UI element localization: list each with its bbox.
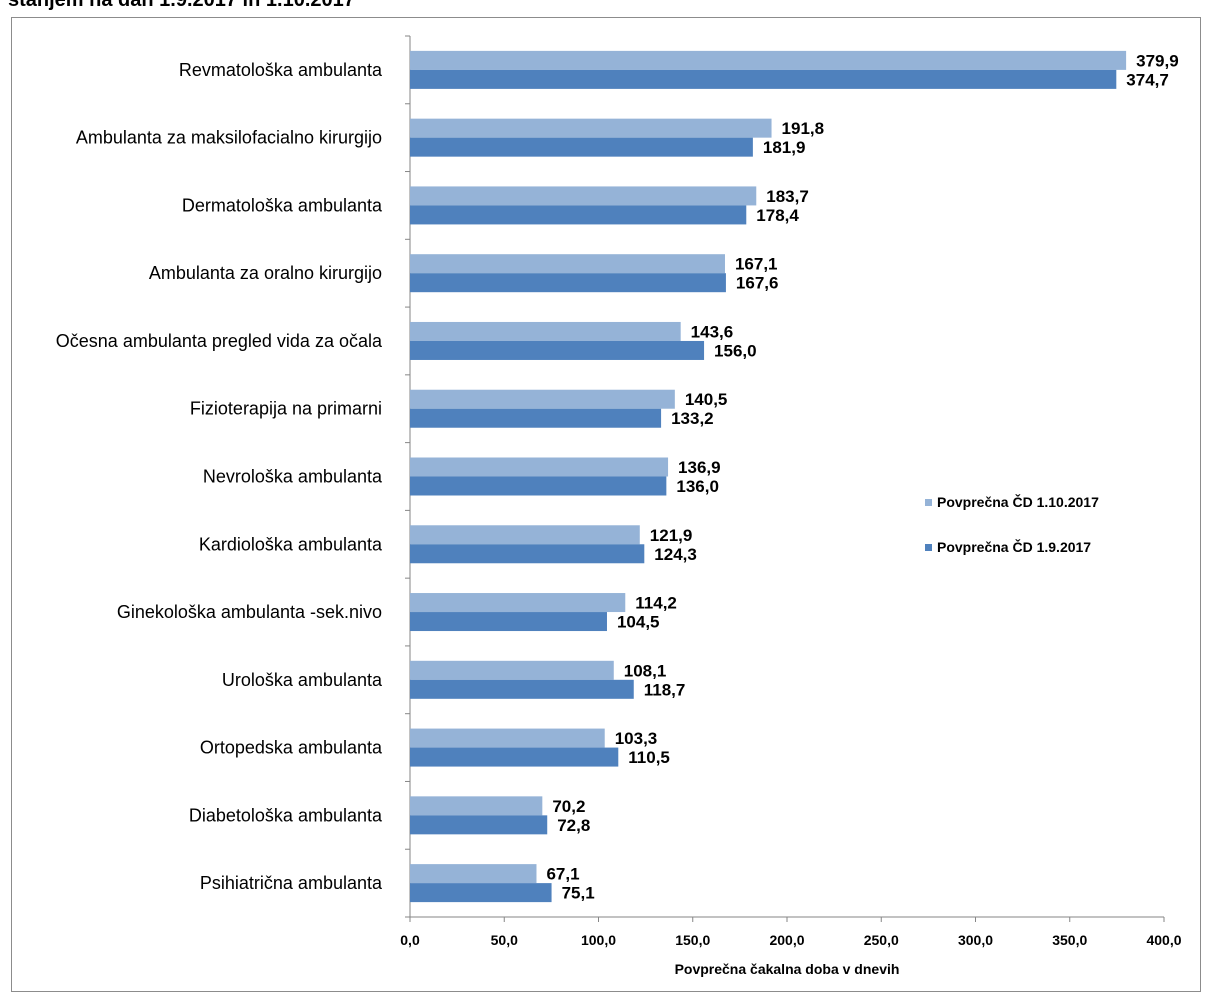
category-label: Ambulanta za maksilofacialno kirurgijo — [76, 128, 382, 148]
x-tick-label: 200,0 — [769, 932, 804, 948]
x-axis-title: Povprečna čakalna doba v dnevih — [675, 961, 900, 977]
bar — [410, 457, 669, 477]
data-label: 178,4 — [756, 206, 799, 225]
bar — [410, 137, 753, 157]
data-label: 136,9 — [678, 458, 721, 477]
bar — [410, 883, 552, 903]
category-label: Ortopedska ambulanta — [200, 738, 383, 758]
x-tick-label: 250,0 — [864, 932, 899, 948]
category-label: Kardiološka ambulanta — [199, 534, 383, 554]
data-label: 72,8 — [557, 816, 590, 835]
data-label: 140,5 — [685, 390, 728, 409]
legend-swatch — [925, 499, 932, 506]
bar — [410, 186, 757, 206]
data-label: 136,0 — [676, 477, 719, 496]
category-label: Ambulanta za oralno kirurgijo — [149, 263, 382, 283]
data-label: 75,1 — [562, 884, 595, 903]
data-label: 70,2 — [552, 797, 585, 816]
bar — [410, 525, 640, 545]
category-label: Ginekološka ambulanta -sek.nivo — [117, 602, 382, 622]
data-label: 104,5 — [617, 613, 660, 632]
x-tick-label: 0,0 — [400, 932, 420, 948]
bar — [410, 612, 607, 632]
data-label: 114,2 — [635, 594, 677, 613]
data-label: 133,2 — [671, 409, 714, 428]
bar — [410, 796, 543, 816]
data-label: 118,7 — [644, 680, 686, 699]
data-label: 143,6 — [691, 322, 734, 341]
x-tick-label: 350,0 — [1052, 932, 1087, 948]
category-label: Revmatološka ambulanta — [179, 60, 383, 80]
x-tick-label: 400,0 — [1146, 932, 1181, 948]
data-label: 124,3 — [654, 545, 697, 564]
data-label: 121,9 — [650, 526, 693, 545]
category-label: Urološka ambulanta — [222, 670, 383, 690]
data-label: 167,1 — [735, 255, 778, 274]
bar — [410, 593, 626, 613]
data-label: 374,7 — [1126, 70, 1169, 89]
bar — [410, 679, 634, 699]
data-label: 183,7 — [766, 187, 809, 206]
data-label: 67,1 — [546, 865, 579, 884]
category-label: Psihiatrična ambulanta — [200, 873, 383, 893]
bar — [410, 544, 645, 564]
data-label: 379,9 — [1136, 51, 1179, 70]
bar — [410, 254, 725, 274]
bar — [410, 389, 675, 409]
x-tick-label: 100,0 — [581, 932, 616, 948]
category-label: Očesna ambulanta pregled vida za očala — [56, 331, 383, 351]
legend-label: Povprečna ČD 1.9.2017 — [937, 538, 1091, 555]
data-label: 181,9 — [763, 138, 806, 157]
bar — [410, 69, 1117, 89]
bar — [410, 864, 537, 884]
data-label: 167,6 — [736, 274, 779, 293]
data-label: 156,0 — [714, 341, 757, 360]
data-label: 108,1 — [624, 661, 667, 680]
bar — [410, 118, 772, 138]
bar — [410, 273, 726, 293]
x-tick-label: 50,0 — [491, 932, 518, 948]
data-label: 103,3 — [615, 729, 658, 748]
bar — [410, 205, 747, 225]
bar — [410, 476, 667, 496]
bar — [410, 660, 614, 680]
x-tick-label: 150,0 — [675, 932, 710, 948]
bar — [410, 408, 662, 428]
category-label: Diabetološka ambulanta — [189, 805, 383, 825]
category-label: Fizioterapija na primarni — [190, 399, 382, 419]
data-label: 110,5 — [628, 748, 670, 767]
bar — [410, 815, 548, 835]
category-label: Dermatološka ambulanta — [182, 195, 383, 215]
bar — [410, 321, 681, 341]
bar — [410, 50, 1127, 70]
bar-chart: 0,0 50,0 100,0 150,0 200,0 250,0 300,0 350,0 400… — [56, 35, 1182, 977]
category-label: Nevrološka ambulanta — [203, 467, 383, 487]
bar — [410, 747, 619, 767]
chart-title: stanjem na dan 1.9.2017 in 1.10.2017 — [8, 0, 355, 11]
legend-swatch — [925, 544, 932, 551]
legend-label: Povprečna ČD 1.10.2017 — [937, 493, 1099, 510]
chart-frame: 0,0 50,0 100,0 150,0 200,0 250,0 300,0 350,0 400… — [11, 17, 1201, 992]
bar — [410, 728, 605, 748]
data-label: 191,8 — [782, 119, 825, 138]
bar — [410, 340, 705, 360]
x-tick-label: 300,0 — [958, 932, 993, 948]
